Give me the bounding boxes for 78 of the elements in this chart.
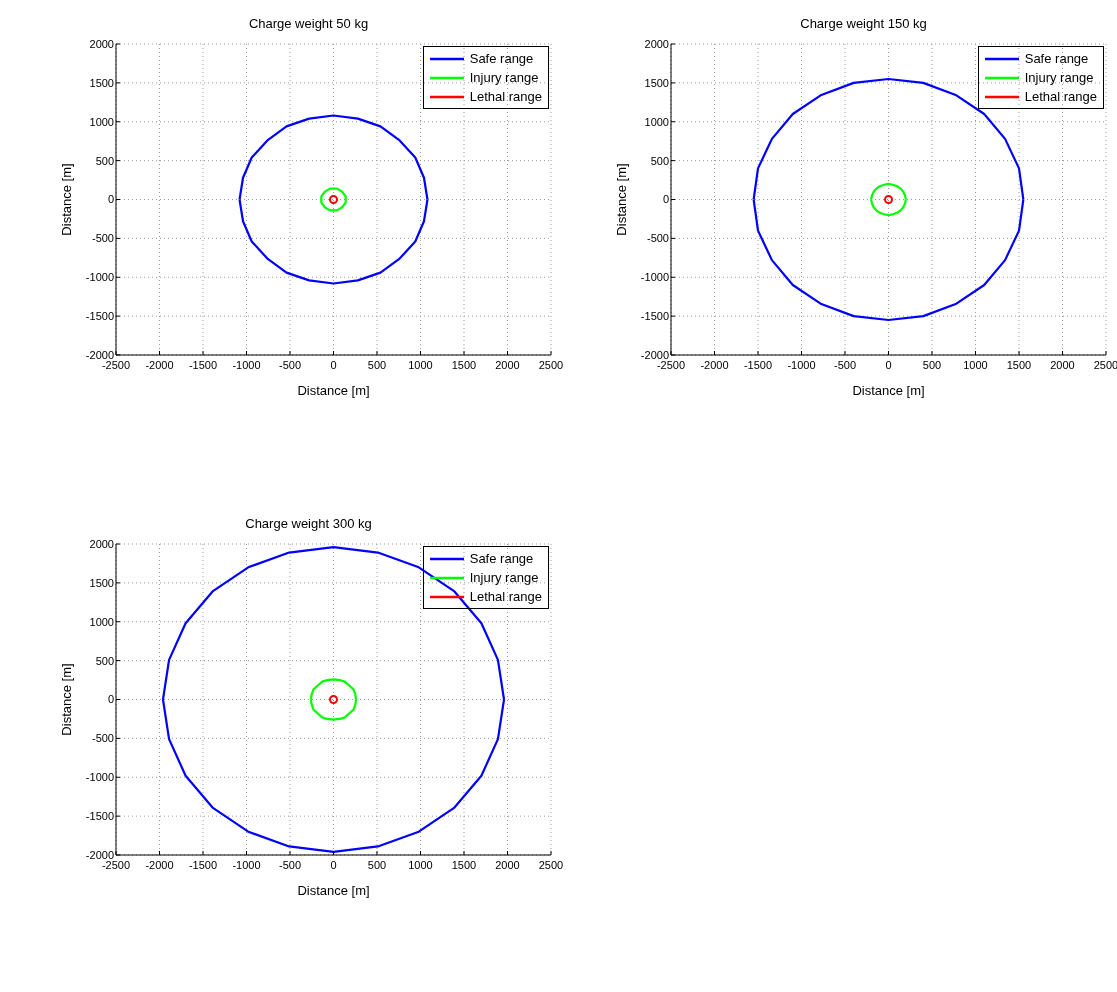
x-tick-label: 500 — [367, 858, 387, 871]
chart-title: Charge weight 300 kg — [244, 516, 373, 531]
x-tick-label: -500 — [833, 358, 857, 371]
x-tick-label: 2500 — [538, 358, 564, 371]
y-tick-label: -2000 — [85, 348, 114, 361]
x-tick-label: -500 — [278, 858, 302, 871]
legend-label: Safe range — [469, 551, 534, 566]
legend-label: Injury range — [1024, 70, 1094, 85]
x-tick-label: -2000 — [700, 358, 729, 371]
y-tick-label: -1500 — [85, 810, 114, 823]
x-tick-label: 1500 — [451, 358, 477, 371]
y-tick-label: 1000 — [89, 615, 114, 628]
y-tick-label: 2000 — [89, 37, 114, 50]
x-tick-label: 2000 — [495, 358, 520, 371]
y-tick-label: 1500 — [644, 76, 669, 89]
x-axis-title: Distance [m] — [297, 883, 370, 898]
x-tick-label: 1500 — [1006, 358, 1032, 371]
y-tick-label: 2000 — [644, 37, 669, 50]
x-tick-label: -1500 — [188, 358, 218, 371]
x-tick-label: 2500 — [1093, 358, 1117, 371]
y-tick-label: 500 — [650, 154, 669, 167]
y-axis-title: Distance [m] — [58, 663, 74, 736]
x-tick-label: 500 — [922, 358, 942, 371]
y-tick-label: 0 — [662, 193, 669, 206]
x-tick-label: 1000 — [408, 358, 433, 371]
legend-label: Injury range — [469, 570, 539, 585]
y-tick-label: -1500 — [85, 310, 114, 323]
y-tick-label: -2000 — [640, 348, 669, 361]
y-tick-label: 500 — [95, 654, 114, 667]
y-tick-label: 1000 — [89, 115, 114, 128]
y-tick-label: 0 — [107, 693, 114, 706]
x-tick-label: 500 — [367, 358, 387, 371]
legend-label: Injury range — [469, 70, 539, 85]
y-tick-label: -1000 — [85, 771, 114, 784]
x-tick-label: 2000 — [1050, 358, 1075, 371]
x-tick-label: -1500 — [188, 858, 218, 871]
x-tick-label: 1500 — [451, 858, 477, 871]
x-axis-title: Distance [m] — [297, 383, 370, 398]
x-tick-label: -500 — [278, 358, 302, 371]
legend-label: Lethal range — [469, 89, 542, 104]
chart-title: Charge weight 50 kg — [247, 16, 370, 31]
x-tick-label: -1000 — [787, 358, 816, 371]
y-tick-label: 1500 — [89, 576, 114, 589]
y-tick-label: 1500 — [89, 76, 114, 89]
legend-label: Safe range — [469, 51, 534, 66]
y-tick-label: -500 — [91, 232, 114, 245]
y-tick-label: -1500 — [640, 310, 669, 323]
x-tick-label: -2000 — [145, 358, 174, 371]
y-axis-title: Distance [m] — [613, 163, 629, 236]
x-tick-label: 2000 — [495, 858, 520, 871]
x-tick-label: 0 — [330, 358, 337, 371]
legend-label: Safe range — [1024, 51, 1089, 66]
y-axis-title: Distance [m] — [58, 163, 74, 236]
x-tick-label: 1000 — [963, 358, 988, 371]
legend-label: Lethal range — [1024, 89, 1097, 104]
x-tick-label: -1500 — [743, 358, 773, 371]
x-tick-label: -2500 — [656, 358, 686, 371]
x-tick-label: -2500 — [101, 358, 131, 371]
x-tick-label: 0 — [885, 358, 892, 371]
y-tick-label: 0 — [107, 193, 114, 206]
y-tick-label: -1000 — [640, 271, 669, 284]
legend-label: Lethal range — [469, 589, 542, 604]
y-tick-label: 1000 — [644, 115, 669, 128]
x-tick-label: -1000 — [232, 358, 261, 371]
x-tick-label: 0 — [330, 858, 337, 871]
x-axis-title: Distance [m] — [852, 383, 925, 398]
x-tick-label: -1000 — [232, 858, 261, 871]
y-tick-label: -2000 — [85, 848, 114, 861]
chart-title: Charge weight 150 kg — [799, 16, 928, 31]
x-tick-label: -2000 — [145, 858, 174, 871]
y-tick-label: -500 — [646, 232, 669, 245]
x-tick-label: 2500 — [538, 858, 564, 871]
y-tick-label: -500 — [91, 732, 114, 745]
x-tick-label: -2500 — [101, 858, 131, 871]
x-tick-label: 1000 — [408, 858, 433, 871]
y-tick-label: 2000 — [89, 537, 114, 550]
y-tick-label: 500 — [95, 154, 114, 167]
y-tick-label: -1000 — [85, 271, 114, 284]
